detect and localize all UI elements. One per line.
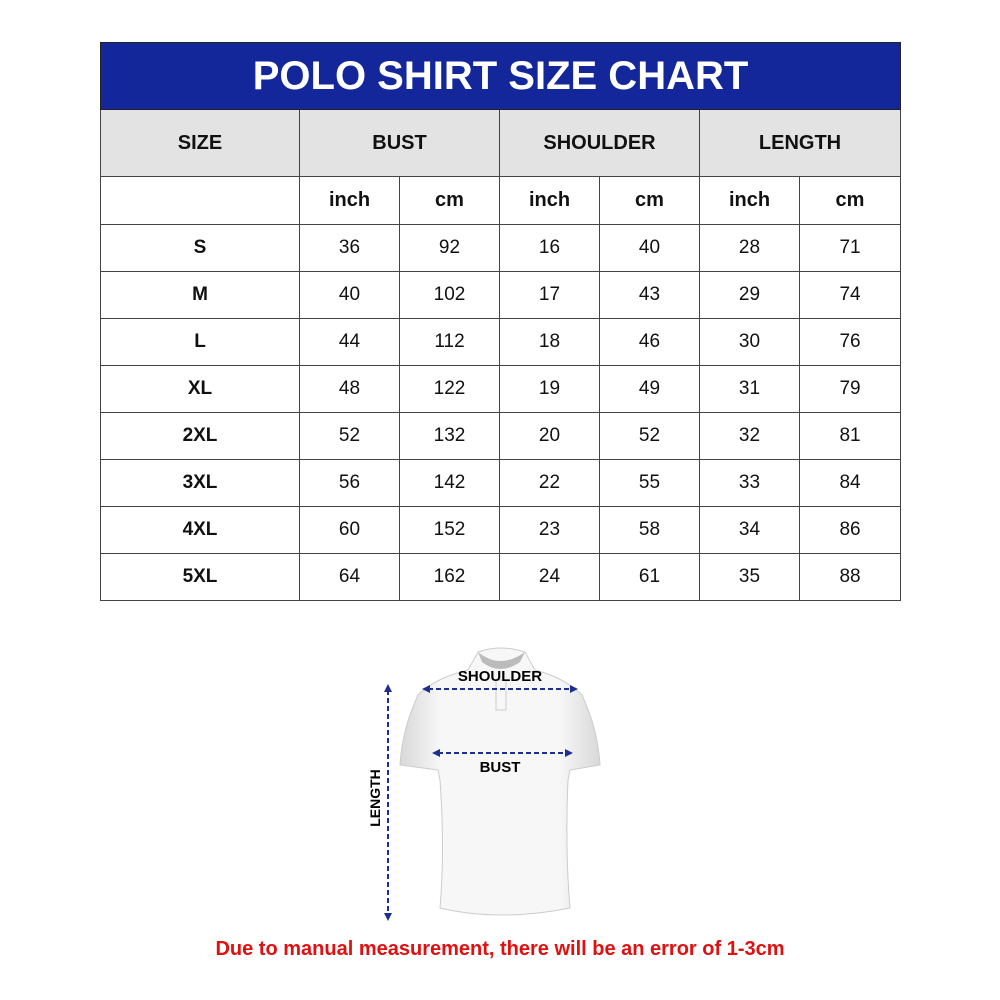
measurement-cell: 64 [299,553,400,601]
bust-label: BUST [480,759,521,776]
unit-header: cm [399,176,500,225]
size-cell: 4XL [100,506,300,554]
table-row: 2XL 52 132 20 52 32 81 [100,412,902,460]
shoulder-label: SHOULDER [458,668,542,685]
measurement-cell: 74 [798,271,902,319]
measurement-cell: 29 [699,271,800,319]
size-chart-table: POLO SHIRT SIZE CHART SIZE BUST SHOULDER… [99,42,902,601]
measurement-cell: 31 [699,365,800,413]
measurement-cell: 122 [399,365,500,413]
measurement-cell: 81 [798,412,902,460]
size-cell: M [100,271,300,319]
measurement-cell: 86 [798,506,902,554]
unit-header: cm [599,176,700,225]
measurement-note: Due to manual measurement, there will be… [215,938,785,960]
measurement-cell: 46 [599,318,700,366]
measurement-cell: 71 [798,224,902,272]
measurement-cell: 16 [499,224,600,272]
size-cell: 2XL [100,412,300,460]
length-label: LENGTH [367,769,383,827]
shirt-body-icon [399,647,601,916]
measurement-cell: 152 [399,506,500,554]
table-row: 5XL 64 162 24 61 35 88 [100,553,902,601]
header-bust: BUST [299,109,500,177]
measurement-cell: 40 [599,224,700,272]
measurement-cell: 52 [299,412,400,460]
header-shoulder: SHOULDER [499,109,700,177]
measurement-cell: 84 [798,459,902,507]
table-row: M 40 102 17 43 29 74 [100,271,902,319]
measurement-cell: 76 [798,318,902,366]
header-size: SIZE [100,109,300,177]
measurement-cell: 19 [499,365,600,413]
measurement-cell: 40 [299,271,400,319]
size-cell: 3XL [100,459,300,507]
table-row: 4XL 60 152 23 58 34 86 [100,506,902,554]
unit-header: inch [299,176,400,225]
size-cell: S [100,224,300,272]
measurement-cell: 32 [699,412,800,460]
measurement-cell: 142 [399,459,500,507]
measurement-cell: 28 [699,224,800,272]
measurement-cell: 102 [399,271,500,319]
measurement-cell: 36 [299,224,400,272]
measurement-cell: 43 [599,271,700,319]
measurement-cell: 55 [599,459,700,507]
measurement-cell: 58 [599,506,700,554]
header-length: LENGTH [698,109,902,177]
measurement-cell: 132 [399,412,500,460]
measurement-cell: 56 [299,459,400,507]
table-row: L 44 112 18 46 30 76 [100,318,902,366]
measurement-cell: 22 [499,459,600,507]
unit-header: inch [699,176,800,225]
measurement-cell: 44 [299,318,400,366]
measurement-cell: 61 [599,553,700,601]
size-cell: L [100,318,300,366]
polo-shirt-diagram: SHOULDER BUST LENGTH [367,647,601,921]
measurement-cell: 34 [699,506,800,554]
measurement-cell: 49 [599,365,700,413]
empty-cell [100,176,300,225]
measurement-cell: 30 [699,318,800,366]
chart-title: POLO SHIRT SIZE CHART [99,42,902,110]
measurement-cell: 79 [798,365,902,413]
unit-header: inch [499,176,600,225]
measurement-cell: 112 [399,318,500,366]
size-cell: XL [100,365,300,413]
measurement-cell: 17 [499,271,600,319]
table-row: XL 48 122 19 49 31 79 [100,365,902,413]
measurement-cell: 60 [299,506,400,554]
measurement-cell: 33 [699,459,800,507]
measurement-cell: 92 [399,224,500,272]
measurement-cell: 52 [599,412,700,460]
measurement-cell: 35 [699,553,800,601]
measurement-cell: 20 [499,412,600,460]
measurement-cell: 18 [499,318,600,366]
table-row: 3XL 56 142 22 55 33 84 [100,459,902,507]
measurement-cell: 24 [499,553,600,601]
size-cell: 5XL [100,553,300,601]
measurement-cell: 48 [299,365,400,413]
table-row: S 36 92 16 40 28 71 [100,224,902,272]
measurement-cell: 162 [399,553,500,601]
unit-header: cm [798,176,902,225]
measurement-cell: 88 [798,553,902,601]
measurement-cell: 23 [499,506,600,554]
